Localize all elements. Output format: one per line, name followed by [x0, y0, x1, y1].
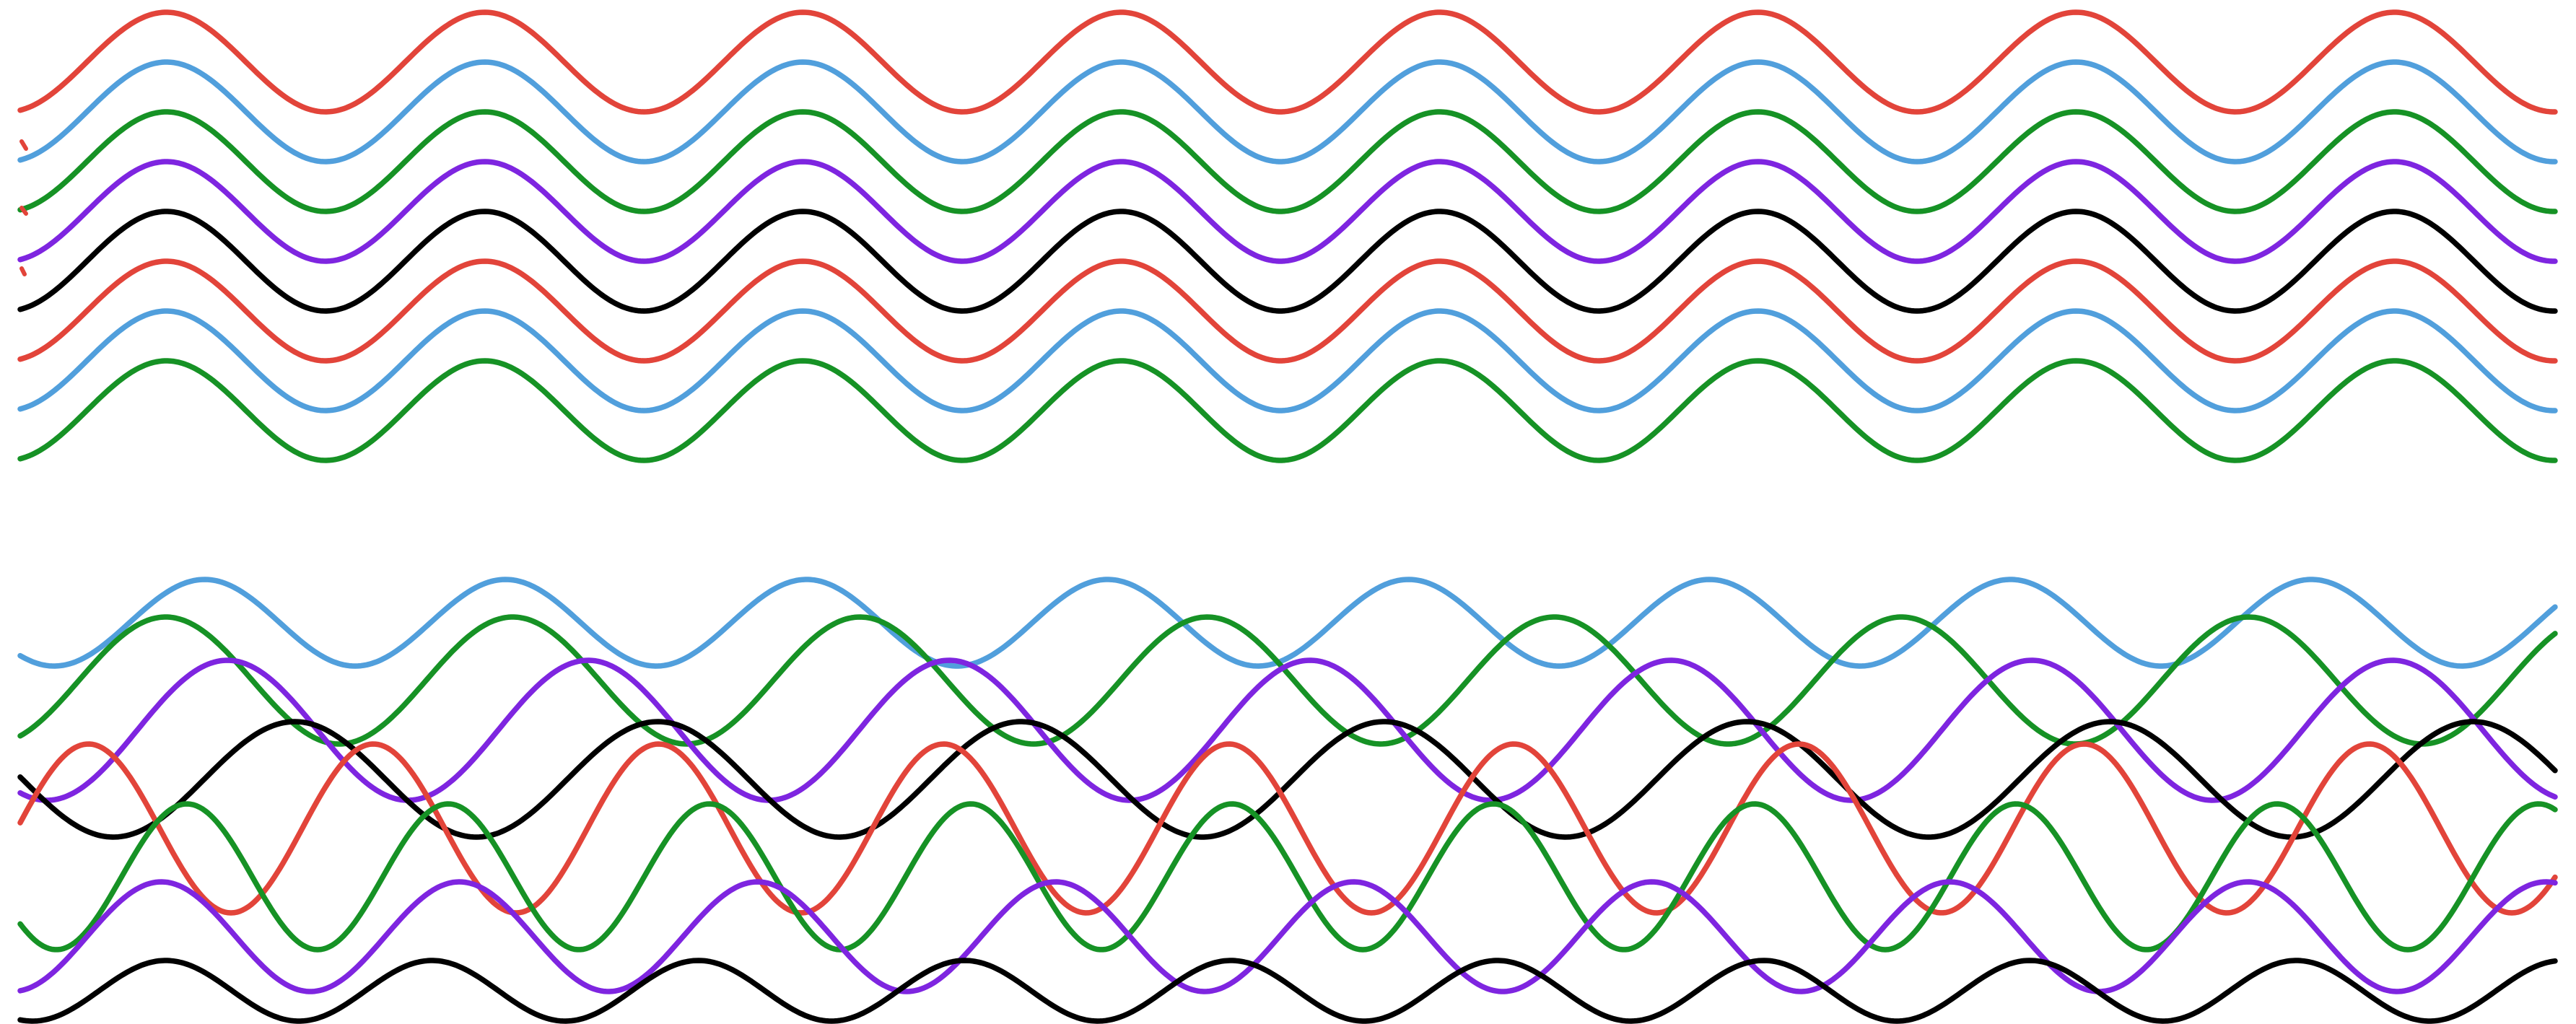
top-wave-4-purple [17, 159, 2558, 264]
top-wave-5-black [17, 209, 2558, 314]
top-wave-8-green [17, 358, 2558, 463]
bottom-wave-3-purple [17, 657, 2558, 803]
top-wave-6-red [17, 258, 2558, 364]
bottom-wave-2-green [17, 614, 2558, 747]
edge-tick-mark-2 [19, 206, 28, 216]
bottom-wave-1-blue [17, 577, 2558, 669]
bottom-wave-6-green [17, 801, 2558, 953]
top-wave-3-green [17, 109, 2558, 214]
bottom-wave-panel [17, 577, 2558, 1024]
edge-tick-mark-1 [19, 139, 28, 151]
edge-tick-mark-3 [19, 266, 27, 276]
bottom-wave-4-black [17, 719, 2558, 840]
top-wave-2-blue [17, 59, 2558, 165]
bottom-wave-8-black [17, 958, 2558, 1024]
bottom-wave-5-red [17, 741, 2558, 916]
top-wave-panel [17, 9, 2558, 463]
top-wave-1-red [17, 9, 2558, 115]
top-wave-7-blue [17, 308, 2558, 413]
left-edge-tick-marks [19, 139, 28, 276]
bottom-wave-7-purple [17, 879, 2558, 994]
